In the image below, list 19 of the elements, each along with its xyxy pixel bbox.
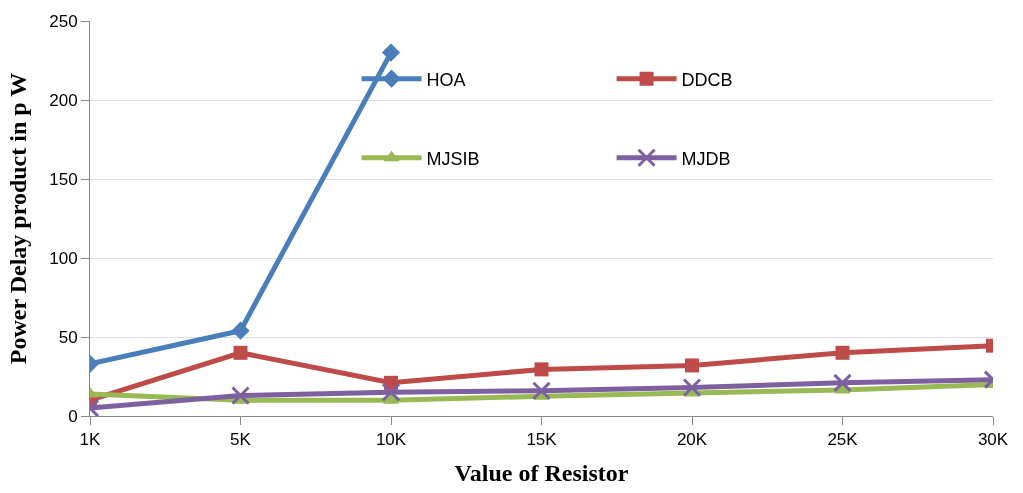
x-axis-title: Value of Resistor	[454, 459, 629, 486]
x-tick-label: 5K	[230, 430, 252, 450]
y-tick-label: 0	[68, 406, 78, 426]
y-axis-title: Power Delay product in p W	[5, 72, 32, 365]
y-tick-label: 100	[49, 248, 78, 268]
x-tick-label: 25K	[827, 430, 859, 450]
legend-label: MJDB	[681, 148, 731, 169]
y-tick-label: 50	[58, 327, 78, 347]
legend-label: DDCB	[681, 69, 733, 90]
x-tick-label: 20K	[676, 430, 708, 450]
y-tick-label: 200	[49, 90, 78, 110]
x-tick-label: 15K	[526, 430, 558, 450]
x-tick-label: 1K	[79, 430, 102, 450]
legend-label: MJSIB	[426, 148, 480, 169]
legend-label: HOA	[426, 69, 466, 90]
x-tick-label: 10K	[375, 430, 407, 450]
x-tick-label: 30K	[977, 430, 1009, 450]
y-tick-label: 250	[49, 11, 78, 31]
y-tick-label: 150	[49, 169, 78, 189]
